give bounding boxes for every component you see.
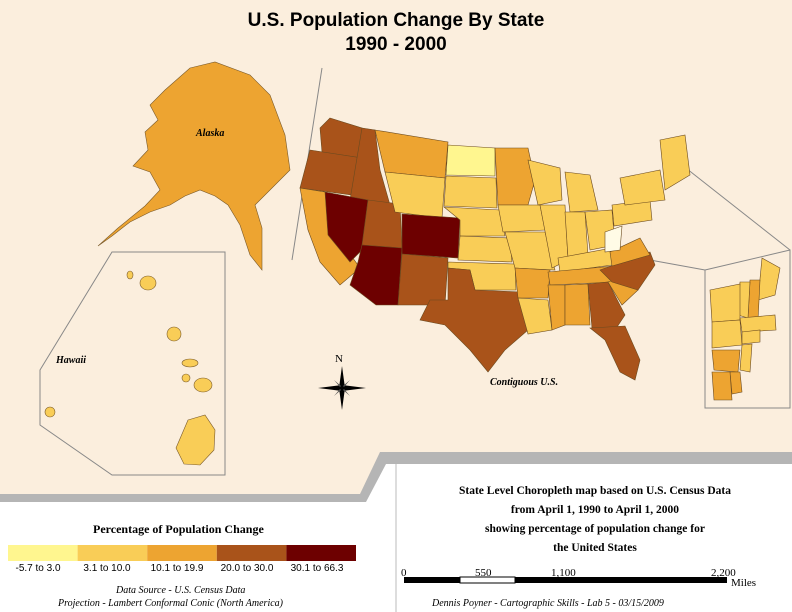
north-arrow-diagonal-3 [343,389,350,396]
state-west-virginia [604,225,623,253]
hawaii-island-big [175,414,216,466]
state-washington [319,117,363,159]
scale-bar-segment-1 [404,577,460,583]
hawaii-island-kauai [139,275,157,291]
contiguous-states [299,117,691,381]
state-south-dakota [443,175,498,209]
state-nevada [324,191,369,263]
author-credit: Dennis Poyner - Cartographic Skills - La… [432,598,664,609]
state-alabama [564,283,591,326]
legend-class-label: -5.7 to 3.0 [15,563,61,574]
ne-inset-virginia [711,371,733,401]
legend-class-label: 30.1 to 66.3 [290,563,344,574]
legend-swatch [77,545,148,561]
scale-tick-label: 1,100 [551,567,576,579]
hawaii-island-maui [193,377,213,393]
north-arrow-west-point [318,385,342,391]
map-description: State Level Choropleth map based on U.S.… [400,482,790,558]
ne-inset-massachusetts [739,314,777,333]
state-minnesota [494,147,536,206]
description-line: showing percentage of population change … [485,523,705,535]
scale-bar-segment-3 [515,577,727,583]
state-indiana [564,211,589,259]
hawaii-island-lanai [181,373,191,383]
state-montana [374,129,449,179]
ne-inset-new-york [709,283,741,323]
scale-unit-label: Miles [731,577,757,589]
hawaii-island-oahu [166,326,182,342]
state-nebraska [443,206,506,237]
state-idaho [349,127,391,206]
state-wisconsin [527,159,563,206]
state-texas [419,267,529,373]
scale-bar [404,576,727,584]
alaska-label: Alaska [196,128,225,139]
legend-class-label: 20.0 to 30.0 [220,563,274,574]
legend-title: Percentage of Population Change [93,522,264,536]
northeast-connector-bottom [649,259,706,271]
legend-class-label: 3.1 to 10.0 [83,563,131,574]
hawaii-island-molokai [181,358,199,368]
legend-swatch [8,545,78,561]
scale-tick-label: 2,200 [711,567,736,579]
state-north-dakota [445,144,496,177]
data-source-credit: Data Source - U.S. Census Data [116,585,246,596]
contiguous-label: Contiguous U.S. [490,377,559,388]
northeast-inset-map [709,257,781,401]
ne-inset-maine [757,257,781,301]
state-kansas [457,235,513,263]
north-arrow-label: N [335,353,343,365]
north-arrow-diagonal-1 [343,380,350,387]
state-virginia [609,237,651,267]
description-line: the United States [553,542,637,554]
state-new-england [659,134,691,191]
hawaii-inset-frame [39,251,226,476]
alaska-shape [97,61,291,271]
description-line: State Level Choropleth map based on U.S.… [459,485,731,497]
scale-tick-label: 0 [401,567,407,579]
ne-inset-new-jersey [739,343,753,373]
state-arkansas [514,267,551,299]
northeast-connector-top [681,164,791,251]
state-florida [589,325,641,381]
north-arrow-diagonal-4 [334,380,341,387]
north-arrow-north-point [339,366,345,388]
legend-swatch [286,545,356,561]
legend-swatch [216,545,287,561]
north-arrow-east-point [342,385,366,391]
north-arrow [318,366,366,410]
description-line: from April 1, 1990 to April 1, 2000 [510,504,680,516]
projection-credit: Projection - Lambert Conformal Conic (No… [58,598,283,609]
ne-inset-connecticut [741,329,761,345]
map-subtitle: 1990 - 2000 [345,34,447,55]
state-missouri [504,231,556,271]
north-arrow-diagonal-2 [334,389,341,396]
state-iowa [497,204,546,233]
state-colorado [401,213,461,259]
hawaii-island-small-west [44,406,56,418]
ne-inset-pennsylvania [711,319,743,349]
legend-swatch [147,545,217,561]
ne-inset-maryland [711,349,741,373]
hawaii-label: Hawaii [56,355,87,366]
scale-tick-label: 550 [475,567,492,579]
state-michigan [564,171,599,213]
state-new-york [619,169,666,206]
state-georgia [587,281,626,331]
state-new-mexico [397,253,449,306]
ne-inset-delaware [729,371,743,395]
map-title: U.S. Population Change By State [247,10,545,31]
hawaii-island-niihau [126,270,134,280]
northeast-inset-frame [704,249,791,409]
legend-swatches [8,545,356,561]
legend-class-label: 10.1 to 19.9 [150,563,204,574]
north-arrow-south-point [339,388,345,410]
